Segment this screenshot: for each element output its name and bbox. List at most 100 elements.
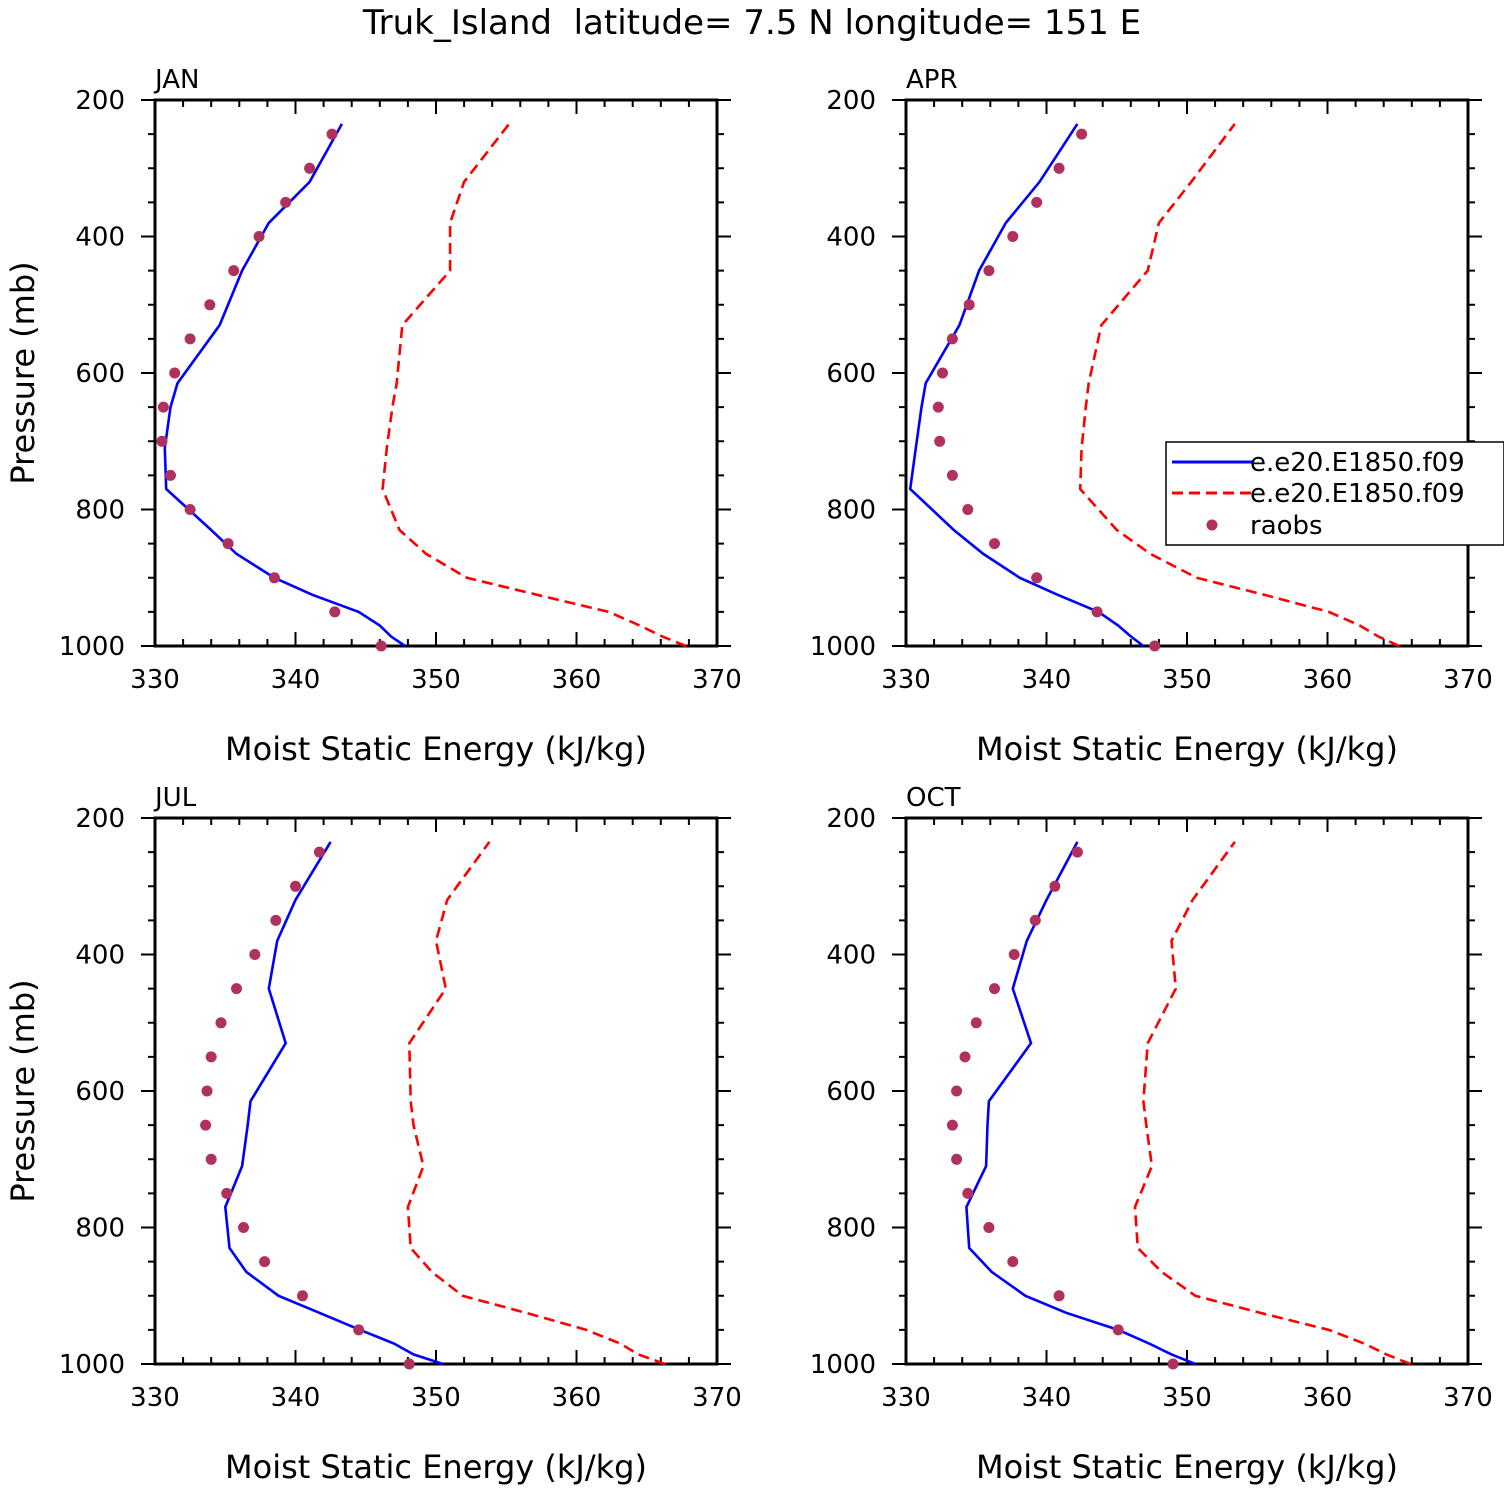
raobs-point: [200, 1119, 212, 1131]
x-tick-label: 350: [411, 1383, 461, 1413]
raobs-point: [169, 367, 181, 379]
raobs-point: [1008, 949, 1020, 960]
x-tick-label: 360: [552, 1383, 602, 1413]
x-tick-label: 370: [692, 665, 742, 695]
raobs-point: [184, 333, 196, 345]
series-line-model1-oct: [965, 841, 1196, 1366]
raobs-point: [959, 1051, 971, 1063]
y-tick-label: 800: [75, 1214, 125, 1244]
y-tick-label: 1000: [810, 1350, 876, 1380]
raobs-point: [221, 1187, 233, 1199]
raobs-point: [165, 469, 176, 481]
x-tick-label: 330: [881, 1383, 931, 1413]
y-tick-label: 400: [826, 941, 876, 971]
x-tick-label: 330: [130, 665, 180, 695]
raobs-point: [946, 1119, 958, 1131]
raobs-point: [290, 880, 301, 892]
raobs-point: [403, 1358, 415, 1370]
x-tick-label: 330: [130, 1383, 180, 1413]
raobs-point: [157, 401, 169, 413]
raobs-point: [205, 1153, 217, 1165]
y-axis-label: Pressure (mb): [4, 979, 42, 1202]
y-tick-label: 200: [75, 804, 125, 834]
series-line-model1-jul: [223, 841, 444, 1366]
panel-oct: 330 340 350 360 370 200 400 600 800 1000 OCT Moist …: [810, 783, 1493, 1486]
raobs-point: [297, 1290, 308, 1302]
x-tick-label: 340: [1022, 665, 1072, 695]
y-tick-label: 400: [826, 223, 876, 253]
series-line-model2-apr: [1078, 123, 1400, 648]
legend-marker-raobs: [1206, 519, 1218, 531]
raobs-point: [326, 128, 338, 140]
raobs-point: [329, 606, 341, 618]
raobs-point: [1029, 914, 1041, 926]
y-tick-label: 600: [75, 1077, 125, 1107]
raobs-point: [270, 914, 282, 926]
series-line-model1-jan: [163, 123, 406, 648]
raobs-point: [1071, 846, 1083, 858]
raobs-point: [304, 162, 316, 174]
raobs-point: [253, 231, 265, 242]
raobs-point: [201, 1085, 213, 1097]
raobs-point: [951, 1153, 963, 1165]
raobs-point: [1049, 880, 1061, 892]
legend-label-raobs: raobs: [1250, 511, 1323, 541]
legend-box: [1165, 441, 1504, 546]
panel-label-apr: APR: [906, 65, 958, 95]
raobs-point: [946, 333, 958, 345]
raobs-point: [228, 265, 240, 277]
plot-frame-oct: [904, 816, 1470, 1366]
x-tick-label: 340: [271, 665, 321, 695]
raobs-point: [1091, 606, 1103, 618]
panel-jul: 330 340 350 360 370 200 400 600 800 1000 JUL Moist …: [4, 783, 742, 1486]
legend: e.e20.E1850.f09 e.e20.E1850.f09 raobs: [1165, 441, 1504, 546]
raobs-point: [1031, 572, 1043, 584]
panel-label-oct: OCT: [906, 783, 961, 813]
raobs-point: [963, 299, 975, 311]
raobs-point: [1007, 1256, 1019, 1268]
x-axis-label: Moist Static Energy (kJ/kg): [225, 730, 647, 768]
x-tick-label: 360: [552, 665, 602, 695]
raobs-point: [983, 265, 995, 277]
x-tick-label: 340: [271, 1383, 321, 1413]
raobs-point: [937, 367, 948, 379]
x-axis-label: Moist Static Energy (kJ/kg): [225, 1448, 647, 1486]
series-line-model2-jul: [406, 841, 666, 1366]
raobs-point: [268, 572, 280, 584]
raobs-point: [375, 640, 387, 652]
x-tick-label: 350: [411, 665, 461, 695]
y-tick-label: 400: [75, 223, 125, 253]
plot-frame-jul: [153, 816, 719, 1366]
x-axis-label: Moist Static Energy (kJ/kg): [976, 1448, 1398, 1486]
x-tick-label: 360: [1303, 665, 1353, 695]
figure-title: Truk_Island latitude= 7.5 N longitude= 1…: [362, 3, 1141, 43]
panels-group: 330 340 350 360 370 200 400 600 800 1000 JAN Moist …: [4, 65, 1493, 1486]
raobs-point: [989, 983, 1000, 995]
y-tick-label: 200: [75, 86, 125, 116]
raobs-point: [934, 435, 946, 447]
y-axis-label: Pressure (mb): [4, 261, 42, 484]
raobs-point: [989, 538, 1000, 550]
raobs-point: [951, 1085, 963, 1097]
y-tick-label: 400: [75, 941, 125, 971]
plot-frame-apr: [904, 98, 1470, 648]
series-line-model2-jan: [381, 123, 687, 648]
legend-label-model2: e.e20.E1850.f09: [1250, 479, 1465, 509]
raobs-point: [983, 1222, 995, 1233]
raobs-point: [222, 538, 234, 550]
y-tick-label: 800: [826, 1214, 876, 1244]
y-tick-label: 600: [826, 359, 876, 389]
raobs-point: [313, 846, 325, 858]
y-tick-label: 600: [826, 1077, 876, 1107]
raobs-point: [215, 1017, 227, 1029]
raobs-point: [1053, 1290, 1065, 1302]
raobs-point: [353, 1324, 365, 1336]
panel-label-jul: JUL: [153, 783, 197, 813]
x-axis-label: Moist Static Energy (kJ/kg): [976, 730, 1398, 768]
raobs-point: [932, 401, 944, 413]
plot-frame-jan: [153, 98, 719, 648]
y-tick-label: 800: [826, 496, 876, 526]
raobs-point: [1167, 1358, 1179, 1370]
raobs-point: [204, 299, 216, 311]
